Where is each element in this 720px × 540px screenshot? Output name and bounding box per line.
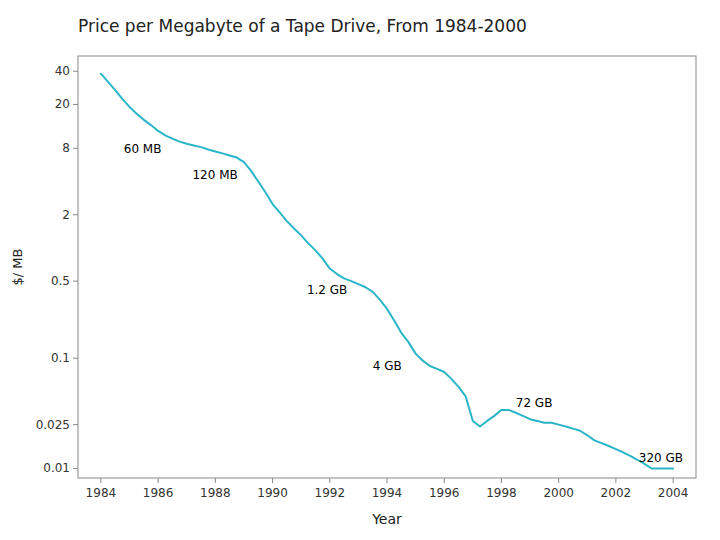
annotation: 60 MB [124,142,162,156]
plot-frame [78,56,696,478]
x-tick [329,478,330,483]
y-tick-label: 40 [55,64,70,78]
x-tick-label: 1996 [429,486,460,500]
y-tick [73,358,78,359]
y-tick-label: 2 [62,208,70,222]
y-tick-label: 0.01 [43,461,70,475]
y-tick [73,214,78,215]
x-tick [215,478,216,483]
x-tick-label: 2004 [658,486,689,500]
y-tick-label: 0.1 [51,351,70,365]
y-tick [73,148,78,149]
annotation: 320 GB [639,451,683,465]
x-axis-label: Year [371,511,402,527]
x-tick-label: 1988 [200,486,231,500]
x-tick [673,478,674,483]
x-tick-label: 1990 [257,486,288,500]
y-axis-label: $/ MB [10,249,25,286]
y-tick [73,71,78,72]
y-tick-label: 20 [55,97,70,111]
y-tick [73,468,78,469]
x-tick [100,478,101,483]
annotation: 1.2 GB [307,283,347,297]
x-tick [501,478,502,483]
x-tick-label: 1992 [315,486,346,500]
x-tick-label: 1986 [143,486,174,500]
title: Price per Megabyte of a Tape Drive, From… [78,16,527,36]
x-tick [558,478,559,483]
x-tick-label: 1984 [86,486,117,500]
x-tick [272,478,273,483]
x-tick-label: 2002 [601,486,632,500]
annotation: 4 GB [373,359,402,373]
y-tick [73,424,78,425]
x-tick-label: 1998 [486,486,517,500]
x-tick-label: 2000 [543,486,574,500]
x-tick-label: 1994 [372,486,403,500]
annotation: 120 MB [192,168,237,182]
x-tick [615,478,616,483]
y-tick-label: 8 [62,141,70,155]
x-tick [158,478,159,483]
chart: Price per Megabyte of a Tape Drive, From… [0,0,720,540]
plot-area [101,74,673,469]
annotations: 60 MB 120 MB 1.2 GB 4 GB 72 GB 320 GB [124,142,683,464]
x-tick [387,478,388,483]
y-tick [73,281,78,282]
x-axis: 1984 1986 1988 1990 1992 1994 1996 1998 2000 2002… [86,478,689,500]
x-tick [444,478,445,483]
y-axis: 40 20 8 2 0.5 0.1 0.025 0.01 [36,64,78,475]
y-tick [73,104,78,105]
annotation: 72 GB [516,396,553,410]
y-tick-label: 0.025 [36,418,70,432]
data-line [101,74,673,469]
y-tick-label: 0.5 [51,274,70,288]
